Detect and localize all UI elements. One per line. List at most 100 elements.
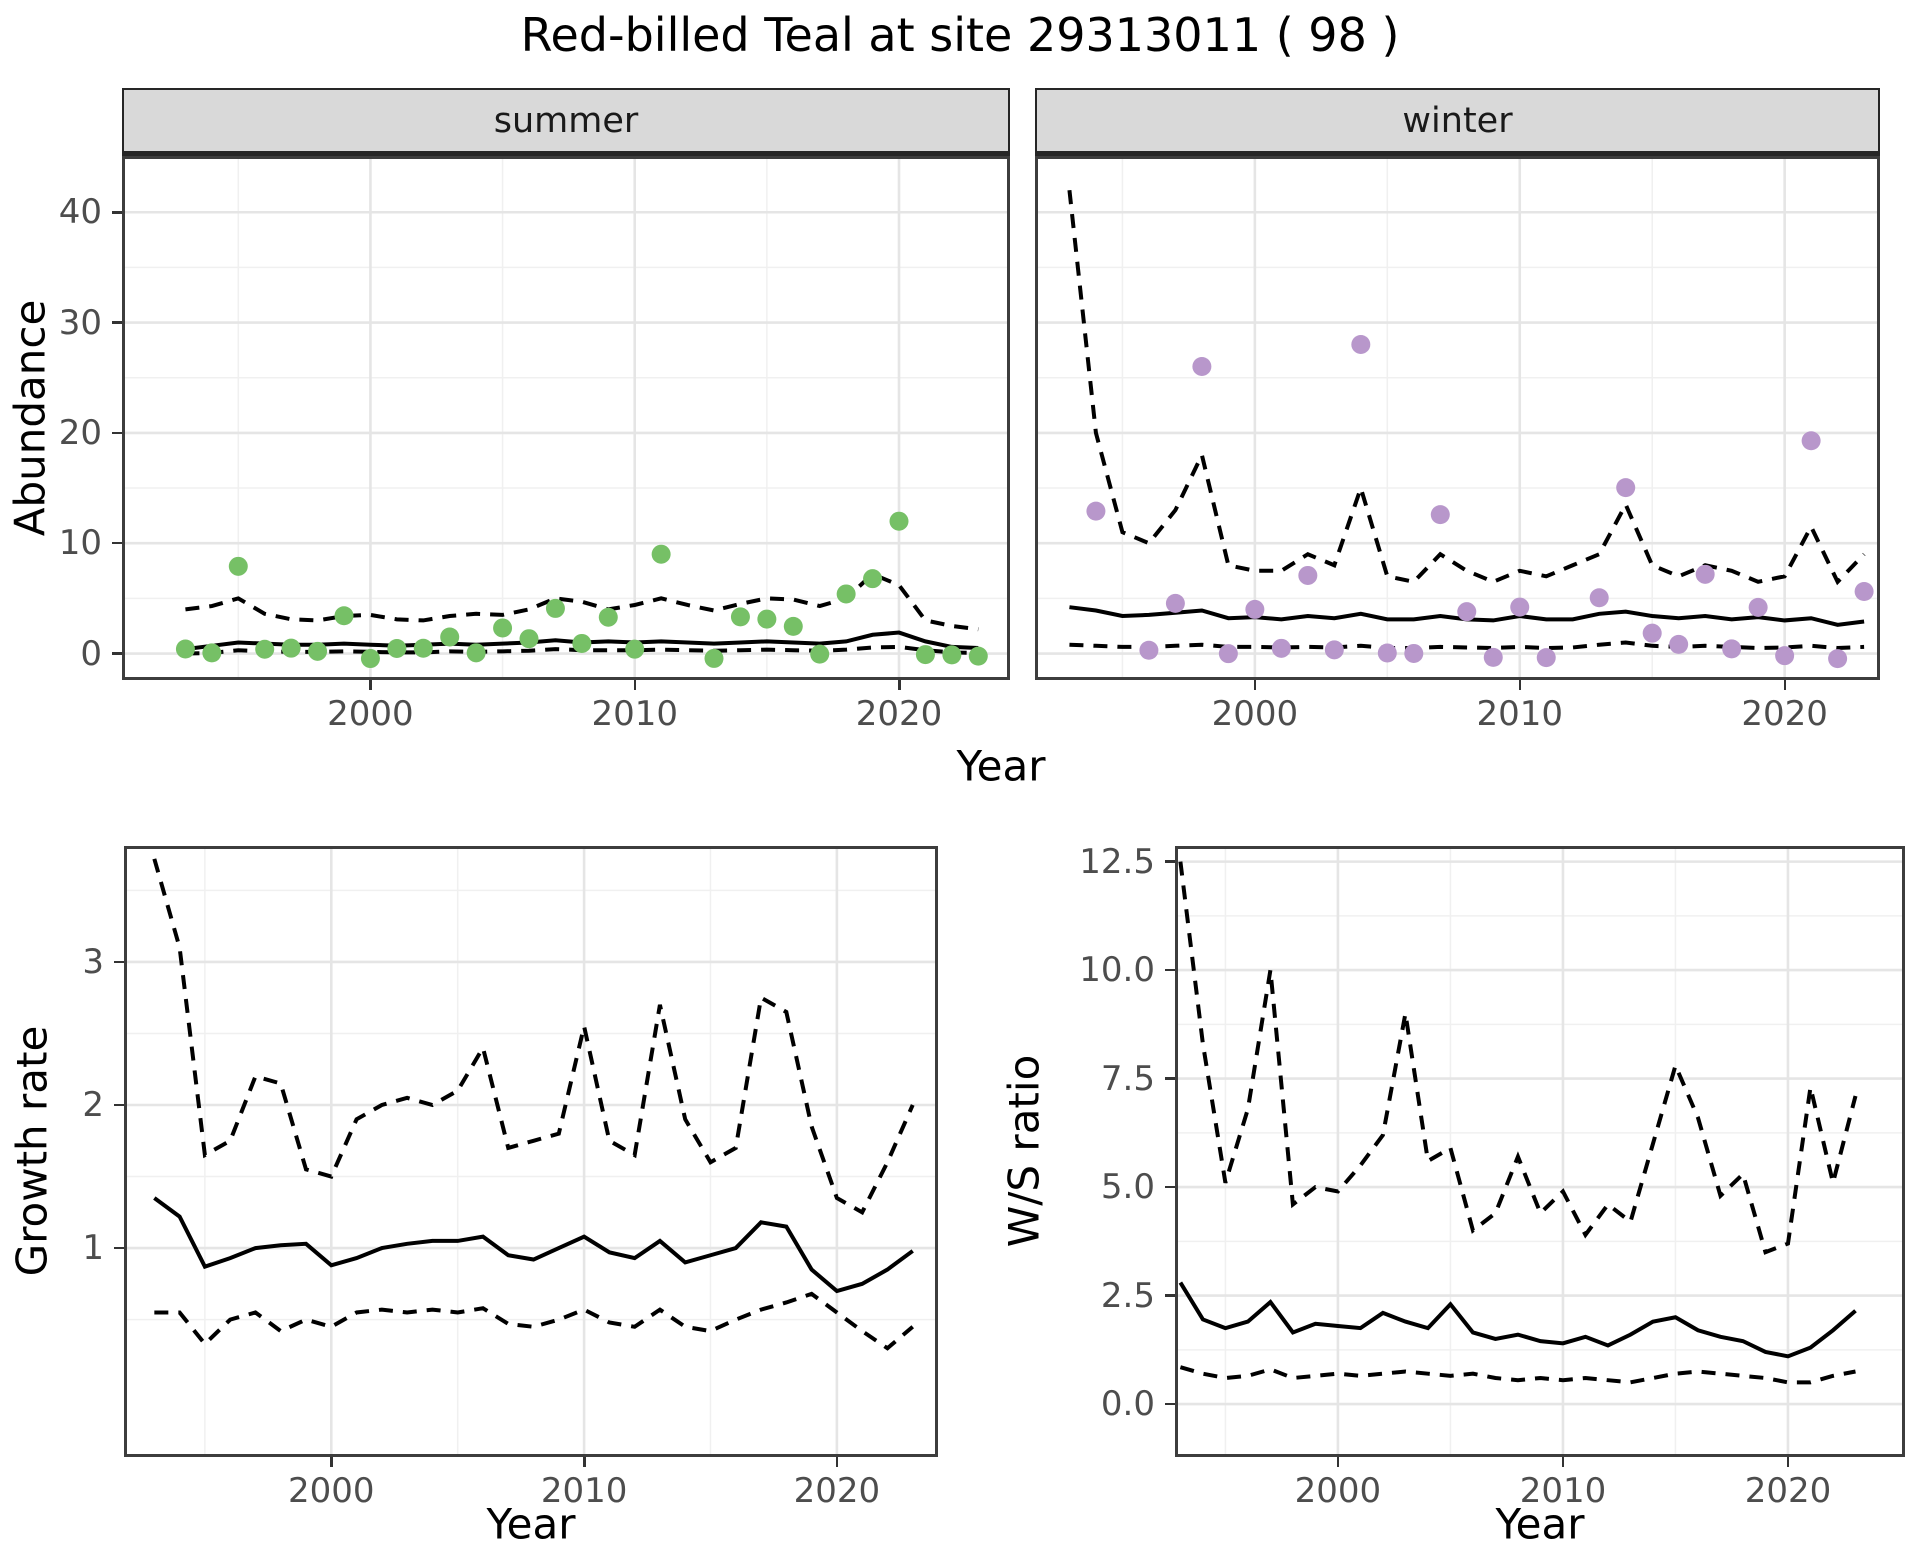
x-tick-mark (369, 680, 372, 690)
y-tick-label: 7.5 (1100, 1058, 1155, 1099)
data-point (1854, 582, 1874, 602)
x-tick-mark (835, 1457, 839, 1467)
data-point (1139, 640, 1159, 660)
facet-strip-summer: summer (122, 88, 1010, 156)
panel-border (124, 846, 938, 1457)
y-tick-mark (112, 431, 122, 435)
x-axis-title-year-bottom-right: Year (1495, 1499, 1585, 1549)
data-point (1722, 639, 1742, 659)
x-tick-label: 2000 (1211, 694, 1299, 734)
data-point (1748, 597, 1768, 617)
y-tick-label: 3 (82, 941, 104, 982)
data-point (228, 556, 248, 576)
x-tick-mark (330, 1457, 333, 1467)
data-point (1430, 505, 1450, 525)
y-tick-label: 10.0 (1079, 950, 1155, 991)
ws-ratio-median-line (1178, 1281, 1857, 1359)
x-tick-mark (1783, 680, 1787, 690)
panel-border (122, 156, 1010, 680)
data-point (704, 648, 724, 668)
growth-rate-median-line (153, 1196, 914, 1294)
x-tick-label: 2010 (1476, 694, 1563, 734)
x-axis-title-year-top: Year (956, 741, 1046, 791)
x-tick-label: 2020 (1744, 1471, 1832, 1511)
x-tick-label: 2020 (793, 1471, 881, 1511)
data-point (1616, 478, 1636, 498)
data-point (1298, 565, 1318, 585)
panel-abundance-winter (1035, 156, 1880, 680)
facet-strip-summer-label: summer (493, 100, 639, 141)
y-tick-mark (112, 211, 122, 214)
x-tick-mark (1336, 1457, 1340, 1467)
data-point (625, 639, 645, 659)
data-point (783, 616, 803, 636)
plot-title: Red-billed Teal at site 29313011 ( 98 ) (520, 8, 1400, 62)
y-tick-mark (114, 1246, 124, 1250)
data-point (863, 569, 883, 589)
data-point (730, 607, 750, 627)
data-point (598, 607, 618, 627)
data-point (308, 641, 328, 661)
data-point (545, 598, 565, 618)
data-point (1192, 356, 1212, 376)
y-tick-label: 20 (58, 412, 102, 453)
y-tick-label: 5.0 (1100, 1167, 1155, 1208)
data-point (1510, 597, 1530, 617)
abundance-winter-upper-ci-line (1067, 189, 1866, 586)
growth-rate-lower-ci-line (154, 1291, 915, 1351)
facet-strip-winter-label: winter (1402, 100, 1513, 141)
y-tick-mark (1165, 1294, 1175, 1297)
y-tick-label: 40 (58, 192, 102, 233)
data-point (202, 643, 222, 663)
ws-ratio-upper-ci-line (1178, 861, 1858, 1255)
data-point (1271, 638, 1291, 658)
y-tick-mark (1165, 1077, 1175, 1080)
y-tick-mark (112, 541, 122, 545)
data-point (1086, 501, 1106, 521)
y-tick-mark (1165, 860, 1175, 863)
data-point (519, 629, 539, 649)
ws-ratio-lower-ci-line (1179, 1365, 1856, 1385)
abundance-winter-lower-ci-line (1069, 640, 1865, 651)
data-point (1377, 643, 1397, 663)
data-point (466, 643, 486, 663)
data-point (440, 627, 460, 647)
panel-growth-rate (124, 846, 938, 1457)
x-tick-mark (1518, 680, 1522, 690)
data-point (836, 584, 856, 604)
x-tick-mark (898, 680, 901, 690)
data-point (1351, 334, 1371, 354)
x-tick-mark (583, 1457, 586, 1467)
x-axis-title-year-bottom-left: Year (486, 1499, 576, 1549)
data-point (1536, 648, 1556, 668)
panel-ws-ratio (1175, 846, 1905, 1457)
y-tick-label: 0 (80, 633, 102, 674)
y-tick-label: 10 (58, 523, 102, 564)
x-tick-mark (1786, 1457, 1790, 1467)
data-point (387, 638, 407, 658)
data-point (1695, 564, 1715, 584)
x-tick-label: 2020 (1741, 694, 1828, 734)
y-tick-label: 30 (58, 302, 102, 343)
data-point (175, 639, 195, 659)
data-point (651, 544, 671, 564)
x-tick-label: 2000 (327, 694, 414, 734)
y-tick-label: 2.5 (1100, 1275, 1155, 1316)
y-tick-mark (112, 652, 122, 655)
data-point (1483, 647, 1503, 667)
panel-abundance-summer (122, 156, 1010, 680)
data-point (915, 645, 935, 665)
data-point (1828, 649, 1848, 669)
data-point (1165, 593, 1185, 613)
y-tick-label: 1 (82, 1228, 104, 1269)
data-point (757, 609, 777, 629)
x-tick-mark (633, 680, 637, 690)
x-tick-label: 2020 (855, 694, 943, 734)
x-tick-label: 2000 (288, 1471, 375, 1511)
data-point (1404, 643, 1424, 663)
data-point (281, 638, 301, 658)
data-point (1642, 623, 1662, 643)
panel-border (1035, 156, 1880, 680)
data-point (810, 644, 830, 664)
